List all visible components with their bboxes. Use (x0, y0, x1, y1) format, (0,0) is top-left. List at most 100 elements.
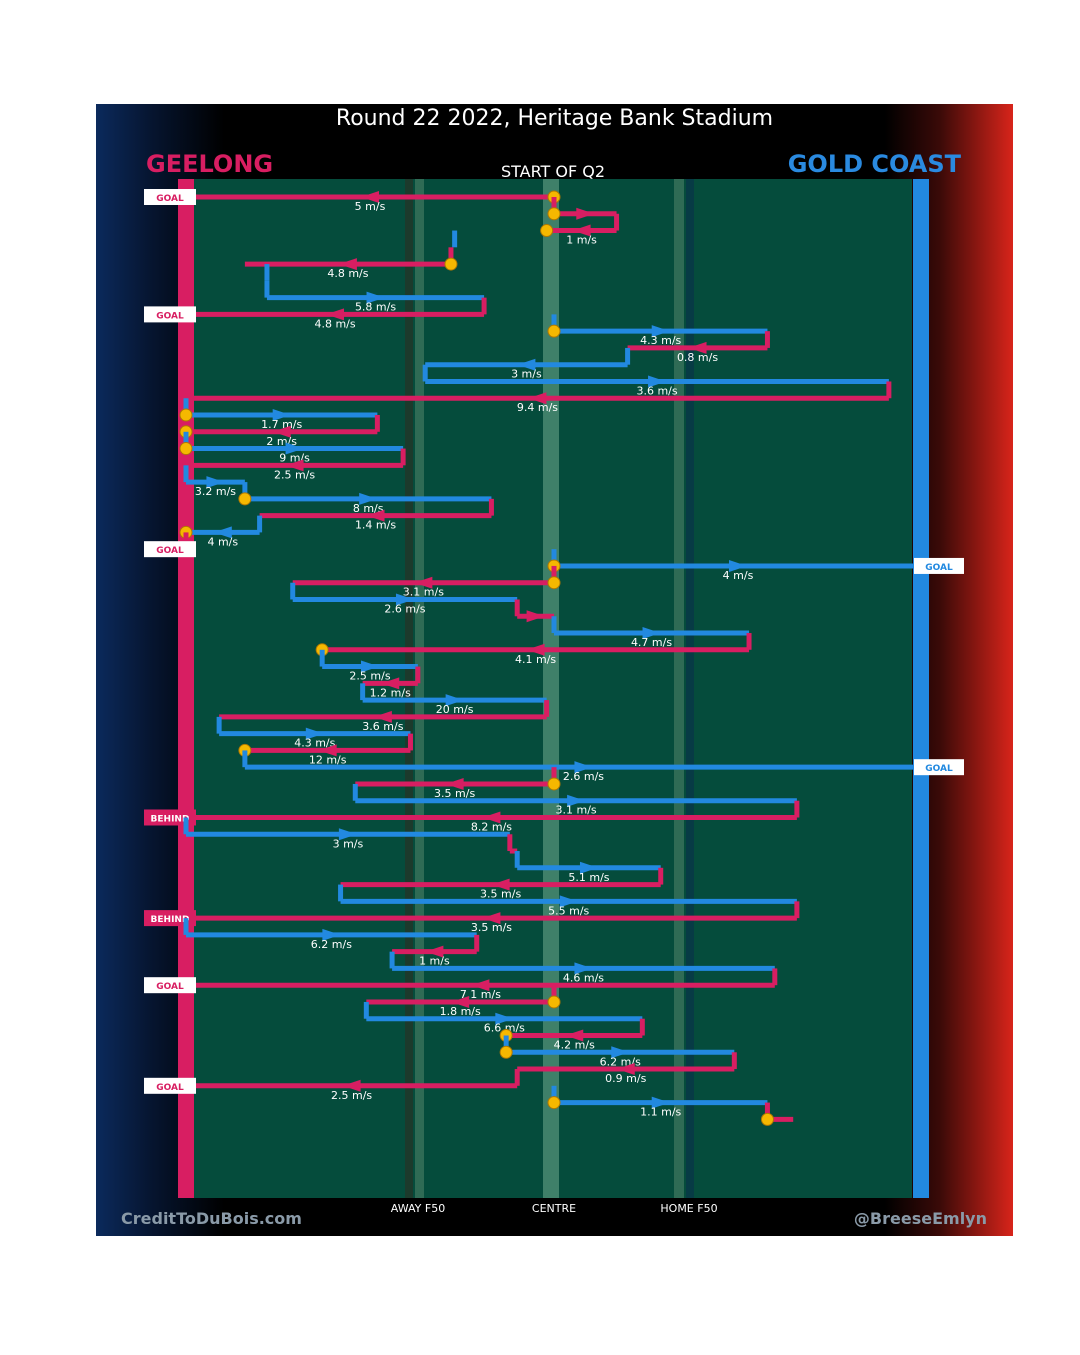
speed-label: 2.5 m/s (331, 1089, 372, 1102)
direction-arrow (272, 409, 291, 422)
ball-marker (760, 1112, 774, 1126)
outcome-badge (144, 1077, 196, 1094)
speed-label: 6.2 m/s (311, 938, 352, 951)
outcome-badge (144, 977, 196, 994)
ball-marker (179, 408, 193, 422)
direction-arrow (471, 979, 490, 992)
speed-label: 5.5 m/s (548, 904, 589, 917)
outcome-badge (144, 809, 196, 826)
speed-label: 3.5 m/s (471, 921, 512, 934)
ball-marker (540, 224, 554, 238)
outcome-badge (914, 557, 964, 574)
direction-arrow (326, 308, 345, 321)
speed-label: 4.3 m/s (640, 334, 681, 347)
outcome-label: GOAL (156, 194, 184, 204)
playing-field (192, 179, 912, 1198)
speed-label: 1 m/s (419, 955, 450, 968)
speed-label: 0.8 m/s (677, 351, 718, 364)
credit-right: @BreeseEmlyn (853, 1209, 987, 1228)
direction-arrow (272, 425, 291, 438)
speed-label: 8 m/s (353, 502, 384, 515)
outcome-badge (144, 189, 196, 205)
ball-marker (547, 576, 561, 590)
speed-label: 1.7 m/s (261, 418, 302, 431)
direction-arrow (565, 1029, 584, 1042)
direction-arrow (651, 1096, 670, 1109)
speed-label: 8.2 m/s (471, 820, 512, 833)
outcome-label: GOAL (925, 764, 953, 774)
home-f50-lane (674, 179, 684, 1198)
speed-label: 3.6 m/s (362, 720, 403, 733)
direction-arrow (482, 811, 501, 824)
speed-label: 12 m/s (309, 753, 347, 766)
direction-arrow (576, 207, 595, 220)
speed-label: 6.6 m/s (484, 1022, 525, 1035)
outcome-label: GOAL (156, 982, 184, 992)
direction-arrow (574, 761, 593, 774)
direction-arrow (305, 727, 324, 740)
direction-arrow (361, 191, 379, 203)
direction-arrow (373, 710, 392, 723)
team-label-geelong: GEELONG (146, 150, 274, 178)
direction-arrow (445, 694, 464, 707)
direction-arrow (611, 1046, 630, 1059)
direction-arrow (517, 358, 536, 371)
speed-label: 4.3 m/s (294, 737, 335, 750)
ball-marker (238, 492, 252, 506)
speed-label: 5.1 m/s (568, 871, 609, 884)
outcome-badge (144, 541, 196, 558)
speed-label: 3.1 m/s (403, 586, 444, 599)
direction-arrow (651, 325, 670, 338)
speed-label: 1.4 m/s (355, 519, 396, 532)
direction-arrow (285, 459, 304, 472)
speed-label: 2.5 m/s (274, 468, 315, 481)
direction-arrow (318, 744, 337, 757)
speed-label: 3 m/s (333, 837, 364, 850)
ball-marker (444, 257, 458, 271)
speed-label: 4.8 m/s (314, 317, 355, 330)
team-label-gold-coast: GOLD COAST (787, 150, 961, 178)
direction-arrow (688, 341, 707, 354)
speed-label: 5.8 m/s (355, 301, 396, 314)
speed-label: 3.5 m/s (434, 787, 475, 800)
speed-label: 4.1 m/s (515, 653, 556, 666)
direction-arrow (574, 962, 593, 975)
speed-label: 4 m/s (723, 569, 754, 582)
direction-arrow (616, 1063, 635, 1076)
speed-label: 3.5 m/s (480, 888, 521, 901)
direction-arrow (579, 861, 598, 874)
direction-arrow (359, 492, 378, 505)
direction-arrow (648, 375, 667, 388)
ball-marker (547, 324, 561, 338)
direction-arrow (206, 476, 225, 489)
direction-arrow (567, 794, 586, 807)
axis-label-centre: CENTRE (531, 1202, 577, 1215)
direction-arrow (526, 643, 545, 656)
direction-arrow (425, 945, 444, 958)
direction-arrow (338, 258, 357, 271)
direction-arrow (338, 828, 357, 841)
outcome-label: GOAL (925, 563, 953, 573)
speed-label: 7.1 m/s (460, 988, 501, 1001)
direction-arrow (366, 291, 385, 304)
direction-arrow (213, 526, 232, 539)
direction-arrow (285, 442, 304, 455)
ball-marker (547, 995, 561, 1009)
poster: Round 22 2022, Heritage Bank Stadium GEE… (96, 104, 1013, 1236)
direction-arrow (495, 1012, 514, 1025)
speed-label: 5 m/s (355, 200, 386, 213)
speed-label: 4 m/s (207, 535, 238, 548)
outcome-badge (144, 306, 196, 323)
credit-left: CreditToDuBois.com (121, 1209, 302, 1228)
direction-arrow (572, 224, 591, 237)
direction-arrow (395, 593, 414, 606)
period-label: START OF Q2 (500, 162, 606, 181)
ball-marker (547, 207, 561, 221)
direction-arrow (342, 1079, 361, 1092)
speed-label: 2.6 m/s (384, 602, 425, 615)
centre-lane (543, 179, 559, 1198)
direction-arrow (482, 912, 501, 925)
speed-label: 3.2 m/s (195, 485, 236, 498)
direction-arrow (445, 777, 464, 790)
